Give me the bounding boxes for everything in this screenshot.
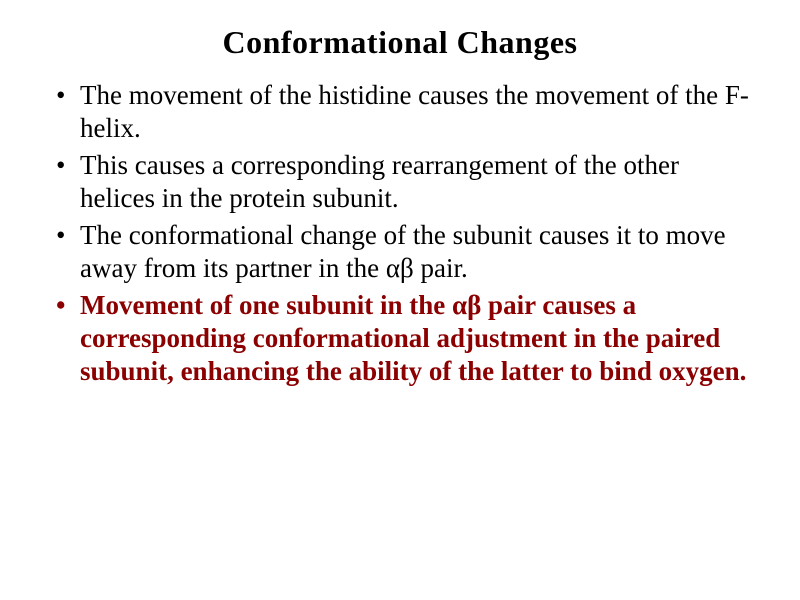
bullet-item: The conformational change of the subunit… [48,219,752,285]
slide-title: Conformational Changes [48,24,752,61]
bullet-item-highlight: Movement of one subunit in the αβ pair c… [48,289,752,388]
bullet-list: The movement of the histidine causes the… [48,79,752,387]
bullet-item: This causes a corresponding rearrangemen… [48,149,752,215]
bullet-item: The movement of the histidine causes the… [48,79,752,145]
slide-container: Conformational Changes The movement of t… [0,0,800,600]
